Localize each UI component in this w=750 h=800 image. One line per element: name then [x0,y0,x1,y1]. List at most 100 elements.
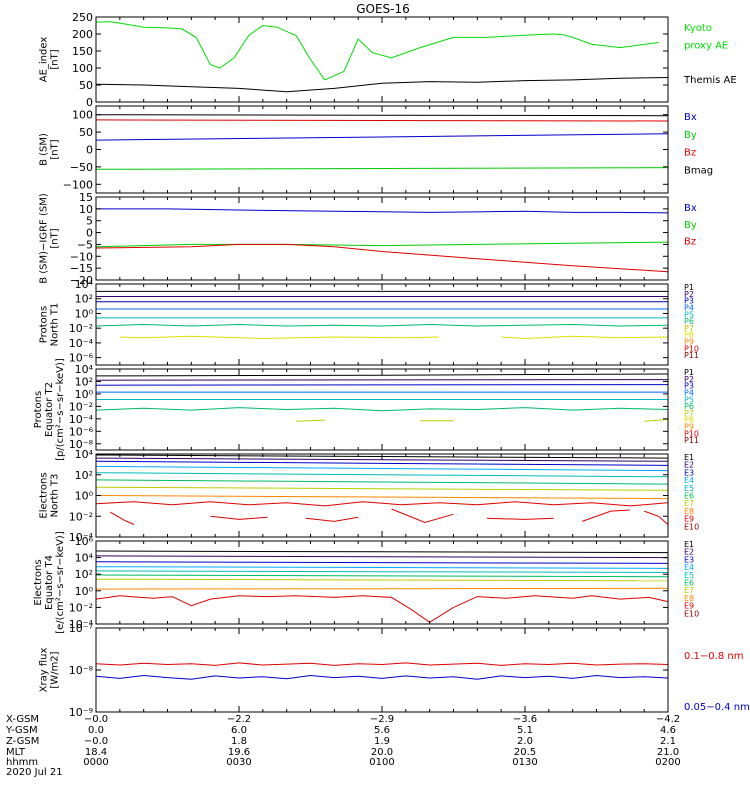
panel-6-series-15 [644,510,669,525]
panel-6-series-10 [210,515,268,520]
panel-7-series-7 [95,587,669,590]
panel-1-legend-2: Themis AE [683,75,737,86]
panel-3-ytick-label-3: 0 [86,227,93,240]
panel-6-ytick-label-4: 10⁻⁴ [69,531,94,544]
panel-6-legend-0: E1 [684,453,694,462]
panel-7-ylabel-0: Electrons [33,559,44,605]
panel-6-series-6 [95,486,669,491]
panel-1: 0 50 100 150 200 250 AE_index [nT] Kyoto proxy AE… [39,11,737,109]
panel-7-legend-4: E5 [684,571,694,580]
panel-2-legend-1: By [684,130,697,141]
panel-5-legend-4: P5 [684,395,694,404]
panel-3-ytick-label-1: 10 [79,203,93,216]
panel-8-series-0 [95,662,669,666]
panel-7-legend-6: E7 [684,586,694,595]
footer-value-0-0: −0.0 [84,714,108,725]
panel-8-ylabel-1: [W/m2] [50,651,61,688]
panel-7-legend-9: E10 [684,609,699,618]
panel-5-legend-10: P11 [684,436,699,445]
panel-2-series-3 [95,167,669,170]
panel-6: 10⁴ 10² 10⁰ 10⁻² 10⁻⁴ Electrons North T3 E1E2E3… [39,448,700,544]
panel-7-series-8 [95,595,669,623]
panel-4-legend-9: P10 [684,344,699,353]
panel-6-ytick-label-3: 10⁻² [69,510,93,523]
panel-4-legend-7: P8 [684,331,694,340]
panel-3-ytick-label-7: −20 [70,274,93,287]
panel-6-series-13 [486,517,554,520]
footer-value-4-2: 0100 [369,757,394,768]
panel-8-series-1 [95,674,669,680]
panel-1-ytick-label-4: 200 [72,28,93,41]
panel-7-ytick-label-3: 10⁰ [75,585,94,598]
panel-5-ytick-label-0: 10⁴ [75,363,94,376]
panel-6-series-4 [95,472,669,478]
panel-4-ytick-label-3: 10⁻² [69,322,93,335]
panel-1-ylabel-0: AE_index [39,37,50,83]
footer-value-1-4: 4.6 [660,725,676,736]
panel-5-ytick-label-2: 10⁰ [75,388,94,401]
panel-7-series-4 [95,570,669,573]
panel-7-legend-2: E3 [684,555,694,564]
panel-3-ytick-label-5: −10 [70,250,93,263]
panel-2-ylabel-1: [nT] [50,139,61,159]
panel-7-ytick-label-0: 10⁶ [75,535,94,548]
footer-value-2-1: 1.8 [231,736,247,747]
panel-7-series-1 [95,555,669,559]
footer-value-0-4: −4.2 [656,714,680,725]
footer-value-2-2: 1.9 [374,736,390,747]
panel-5-series-2 [95,384,669,386]
footer-row-label-3: MLT [6,747,26,758]
panel-4-legend-2: P3 [684,297,694,306]
panel-5-ylabel-0: Protons [33,391,44,428]
panel-4-ytick-label-4: 10⁻⁴ [69,337,94,350]
panel-5-series-5 [95,407,669,412]
panel-4-ytick-label-1: 10² [75,293,93,306]
panel-5-legend-7: P8 [684,416,694,425]
panel-6-series-11 [305,516,359,522]
panel-2-ytick-label-2: 0 [86,144,93,157]
panel-6-series-14 [582,509,630,522]
panel-6-legend-6: E7 [684,499,694,508]
panel-2-ytick-label-3: −50 [70,161,93,174]
panel-7-ytick-label-2: 10² [75,568,93,581]
footer-value-3-2: 20.0 [371,747,393,758]
panel-6-legend-7: E8 [684,507,694,516]
panel-6-series-8 [95,501,669,507]
footer-value-4-1: 0030 [226,757,251,768]
panel-6-series-7 [95,495,669,500]
panel-3-legend-0: Bx [684,203,697,214]
panel-7-legend-1: E2 [684,548,694,557]
panel-7-ylabel-2: [e/(cm²−s−sr−keV)] [55,531,66,634]
panel-8-frame [95,627,669,713]
panel-8-ytick-label-0: 10⁻⁷ [69,622,93,635]
panel-7-legend-5: E6 [684,579,694,588]
panel-2-series-2 [95,133,669,141]
footer-value-3-1: 19.6 [228,747,250,758]
footer-value-2-4: 2.1 [660,736,676,747]
panel-5-legend-2: P3 [684,382,694,391]
footer-layer: X-GSM −0.0 −2.2 −2.9 −3.6 −4.2 Y-GSM 0.0 6.0 5.6 5… [5,714,681,768]
footer-value-0-3: −3.6 [513,714,537,725]
footer-value-3-3: 20.5 [514,747,536,758]
panel-5-legend-8: P9 [684,423,694,432]
panel-2-ytick-label-0: 100 [72,109,93,122]
panel-6-legend-3: E4 [684,476,694,485]
panel-4-series-7 [501,335,669,340]
footer-value-4-4: 0200 [655,757,680,768]
footer-value-0-1: −2.2 [227,714,251,725]
panel-4-ytick-label-2: 10⁰ [75,307,94,320]
panel-7-ytick-label-1: 10⁴ [75,552,94,565]
panel-4-ylabel-1: North T1 [50,303,61,347]
panel-1-ytick-label-5: 250 [72,11,93,24]
panel-5-series-6 [296,419,325,422]
panel-5-legend-6: P7 [684,409,694,418]
footer-value-4-3: 0130 [512,757,537,768]
panel-6-legend-4: E5 [684,484,694,493]
panel-8-ytick-label-1: 10⁻⁸ [69,664,94,677]
panel-6-legend-1: E2 [684,461,694,470]
panel-5-ytick-label-5: 10⁻⁶ [69,425,94,438]
panel-6-ytick-label-1: 10² [75,469,93,482]
panel-4-series-5 [95,323,669,327]
panel-4-ylabel-0: Protons [39,306,50,343]
